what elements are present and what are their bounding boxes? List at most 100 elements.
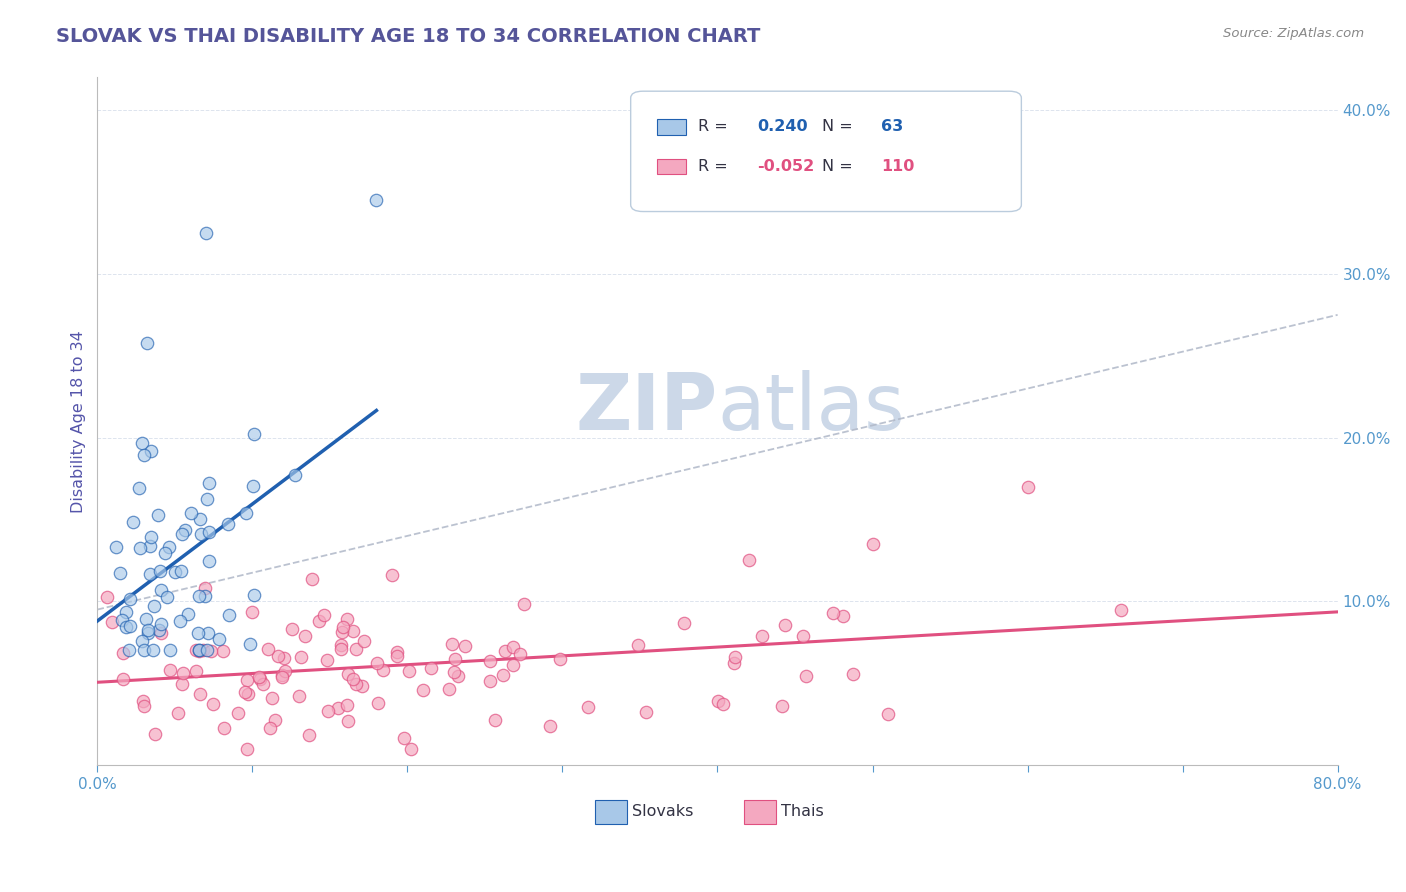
Point: [143, 726, 166, 740]
Point: [226, 706, 249, 720]
Point: [146, 508, 169, 522]
Point: [211, 644, 233, 658]
Point: [385, 649, 408, 664]
Point: [202, 697, 225, 711]
Point: [294, 629, 316, 643]
Text: 63: 63: [882, 120, 904, 135]
Point: [212, 722, 235, 736]
Point: [492, 668, 515, 682]
Point: [773, 618, 796, 632]
Point: [195, 643, 218, 657]
Point: [134, 699, 156, 714]
Point: [139, 443, 162, 458]
Point: [273, 651, 295, 665]
Text: 110: 110: [882, 160, 914, 174]
Point: [1109, 602, 1132, 616]
Point: [149, 626, 172, 640]
Point: [290, 649, 312, 664]
Point: [235, 506, 257, 520]
Point: [366, 656, 388, 670]
Point: [111, 646, 134, 660]
Point: [281, 622, 304, 636]
Point: [193, 581, 215, 595]
Point: [509, 647, 531, 661]
Point: [538, 719, 561, 733]
FancyBboxPatch shape: [631, 91, 1021, 211]
Point: [187, 626, 209, 640]
Point: [270, 671, 292, 685]
Point: [111, 613, 134, 627]
Point: [128, 481, 150, 495]
Point: [342, 624, 364, 639]
Point: [111, 673, 134, 687]
Point: [301, 572, 323, 586]
Point: [502, 640, 524, 654]
FancyBboxPatch shape: [744, 800, 776, 823]
Point: [711, 697, 734, 711]
Point: [167, 706, 190, 721]
Point: [392, 731, 415, 745]
Point: [259, 721, 281, 735]
Point: [672, 616, 695, 631]
Point: [238, 687, 260, 701]
Point: [842, 666, 865, 681]
Point: [129, 541, 152, 555]
Point: [243, 588, 266, 602]
Point: [115, 620, 138, 634]
Point: [131, 694, 153, 708]
Point: [188, 687, 211, 701]
Point: [576, 700, 599, 714]
Point: [131, 633, 153, 648]
Point: [190, 527, 212, 541]
FancyBboxPatch shape: [595, 800, 627, 823]
Point: [443, 665, 465, 680]
Point: [172, 665, 194, 680]
Point: [122, 515, 145, 529]
Point: [247, 670, 270, 684]
Point: [707, 693, 730, 707]
Point: [821, 606, 844, 620]
Point: [236, 673, 259, 688]
Point: [344, 642, 367, 657]
Point: [479, 654, 502, 668]
Point: [419, 660, 441, 674]
Point: [110, 566, 132, 581]
Point: [723, 657, 745, 671]
Point: [174, 523, 197, 537]
Point: [218, 607, 240, 622]
Point: [257, 641, 280, 656]
Point: [288, 689, 311, 703]
Point: [170, 527, 193, 541]
Point: [443, 652, 465, 666]
Point: [120, 591, 142, 606]
Point: [862, 537, 884, 551]
Point: [135, 612, 157, 626]
Point: [371, 663, 394, 677]
Point: [484, 713, 506, 727]
FancyBboxPatch shape: [657, 160, 686, 175]
Point: [217, 516, 239, 531]
Point: [398, 665, 420, 679]
Point: [141, 531, 163, 545]
Point: [104, 540, 127, 554]
Point: [134, 448, 156, 462]
Y-axis label: Disability Age 18 to 34: Disability Age 18 to 34: [72, 330, 86, 513]
Point: [260, 690, 283, 705]
Point: [180, 506, 202, 520]
Point: [136, 623, 159, 637]
Point: [148, 623, 170, 637]
Point: [149, 565, 172, 579]
Point: [142, 643, 165, 657]
Text: N =: N =: [821, 160, 852, 174]
Point: [198, 554, 221, 568]
Point: [274, 664, 297, 678]
Point: [298, 728, 321, 742]
Point: [159, 663, 181, 677]
Point: [636, 706, 658, 720]
Text: SLOVAK VS THAI DISABILITY AGE 18 TO 34 CORRELATION CHART: SLOVAK VS THAI DISABILITY AGE 18 TO 34 C…: [56, 27, 761, 45]
Point: [440, 637, 463, 651]
Point: [233, 685, 256, 699]
Point: [170, 677, 193, 691]
Point: [149, 617, 172, 632]
Point: [236, 741, 259, 756]
